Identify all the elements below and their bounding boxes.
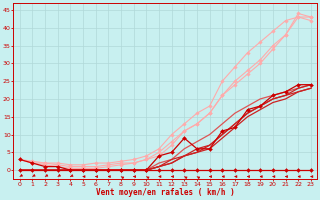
X-axis label: Vent moyen/en rafales ( km/h ): Vent moyen/en rafales ( km/h ) bbox=[96, 188, 235, 197]
